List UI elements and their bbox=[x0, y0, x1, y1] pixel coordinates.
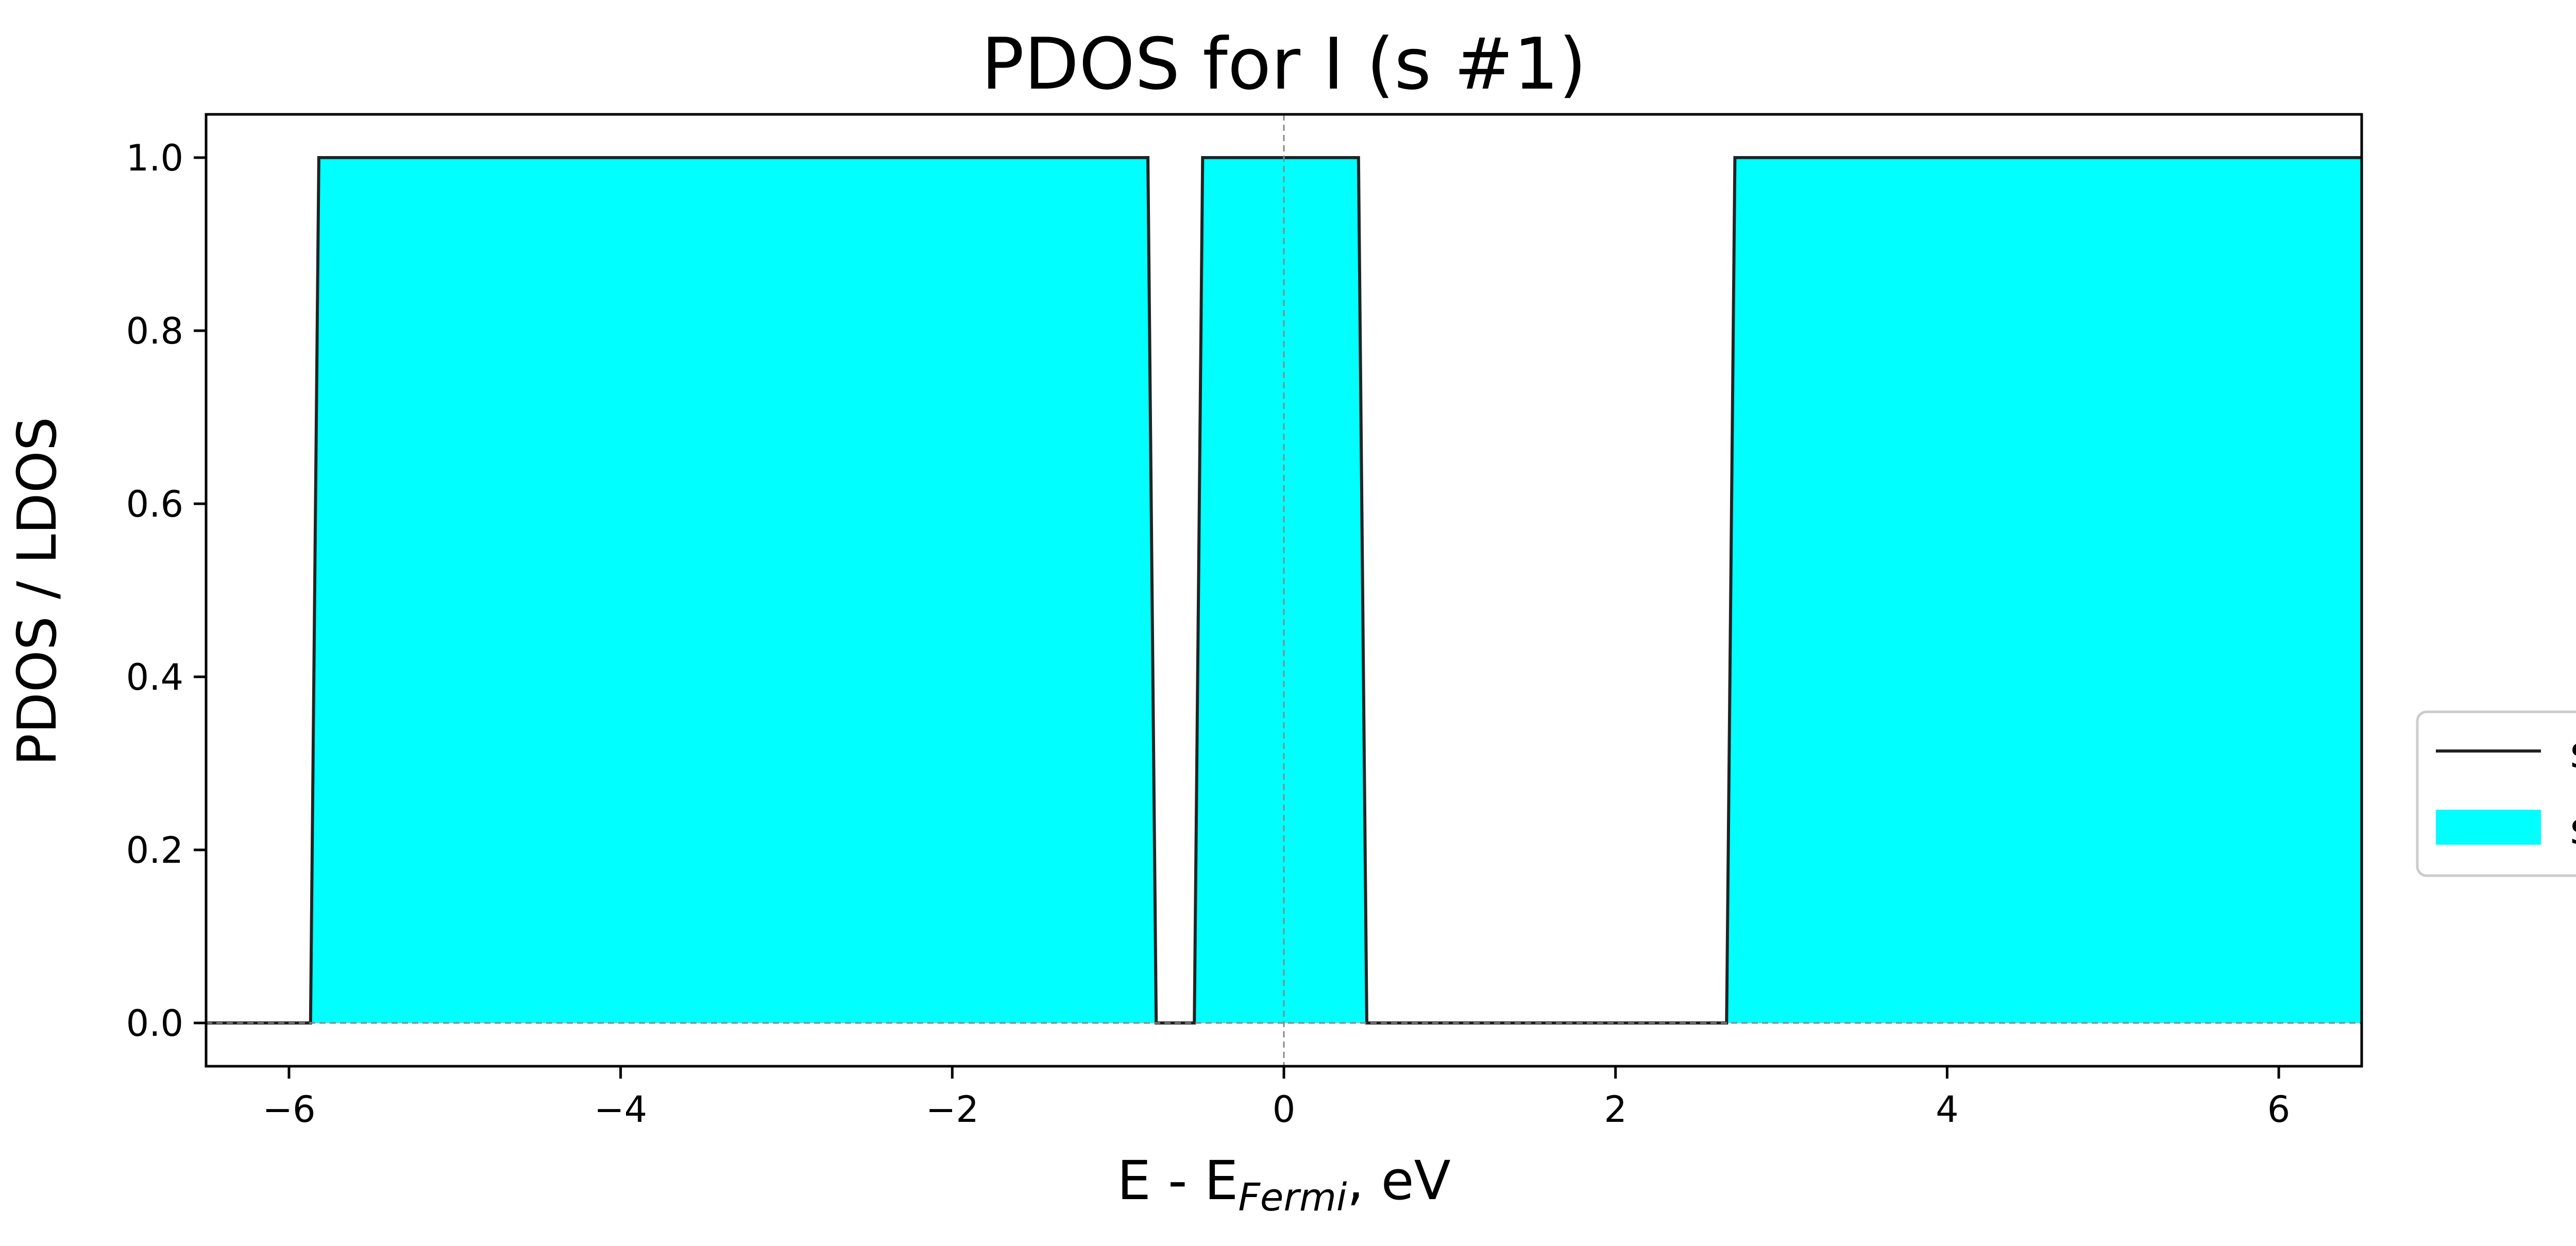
legend-fill-swatch bbox=[2436, 810, 2541, 845]
y-tick-label: 0.4 bbox=[126, 656, 183, 698]
y-tick-label: 0.6 bbox=[126, 483, 183, 525]
y-tick-label: 0.0 bbox=[126, 1002, 183, 1045]
legend-frame bbox=[2416, 710, 2576, 877]
pdos-line bbox=[206, 156, 2362, 1025]
x-tick-label: 4 bbox=[1936, 1088, 1959, 1131]
y-tick-label: 1.0 bbox=[126, 137, 183, 179]
y-tick-label: 0.2 bbox=[126, 829, 183, 872]
legend-entry-fill: s bbox=[2570, 803, 2576, 855]
plot-area bbox=[205, 113, 2363, 1068]
y-tick-label: 0.8 bbox=[126, 310, 183, 352]
x-axis-label: E - EFermi, eV bbox=[1117, 1149, 1451, 1220]
x-tick-label: −4 bbox=[594, 1088, 647, 1131]
legend: s s bbox=[2416, 710, 2576, 877]
chart-title: PDOS for I (s #1) bbox=[981, 23, 1587, 106]
x-tick-label: −6 bbox=[262, 1088, 315, 1131]
y-axis-label: PDOS / LDOS bbox=[6, 417, 69, 766]
legend-entry-line: s bbox=[2570, 727, 2576, 778]
x-tick-label: 6 bbox=[2267, 1088, 2291, 1131]
x-axis-label-subscript: Fermi bbox=[1238, 1175, 1347, 1220]
x-tick-label: −2 bbox=[926, 1088, 979, 1131]
x-tick-label: 0 bbox=[1273, 1088, 1296, 1131]
x-tick-label: 2 bbox=[1604, 1088, 1627, 1131]
y-axis: 0.0 0.2 0.4 0.6 0.8 1.0 bbox=[126, 137, 206, 1045]
x-axis: −6 −4 −2 0 2 4 6 bbox=[262, 1066, 2290, 1131]
